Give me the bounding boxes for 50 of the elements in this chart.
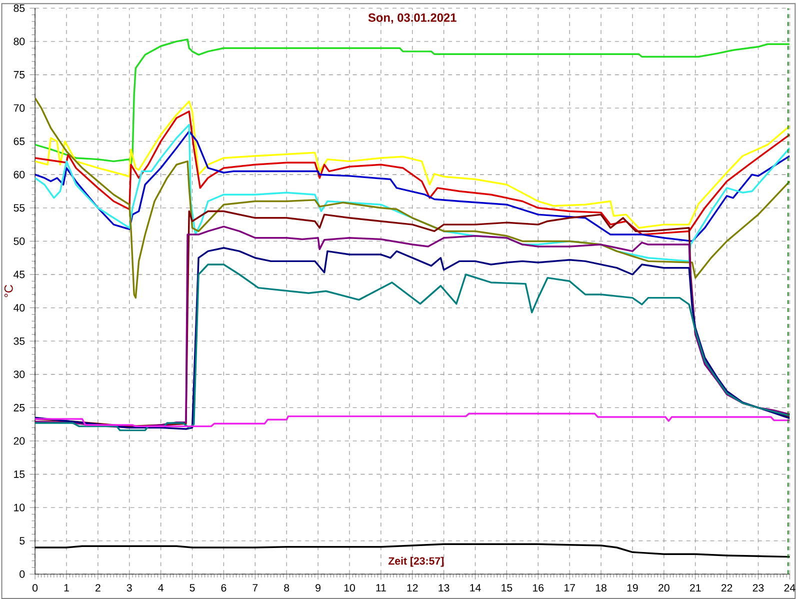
y-tick-label: 10	[14, 504, 25, 512]
y-tick-label: 35	[14, 337, 25, 345]
line-series	[35, 130, 790, 242]
y-tick-label: 75	[14, 71, 25, 78]
x-tick-label: 6	[221, 584, 226, 592]
y-tick-label: 80	[14, 38, 25, 46]
y-tick-label: 25	[14, 404, 25, 412]
y-tick-label: 40	[14, 304, 25, 312]
x-tick-label: 19	[627, 584, 638, 592]
y-tick-label: 85	[14, 4, 25, 12]
y-tick-label: 55	[14, 204, 25, 212]
y-tick-label: 45	[14, 270, 25, 278]
y-tick-label: 5	[20, 537, 25, 545]
y-tick-label: 0	[20, 570, 25, 578]
x-axis-title: Zeit [23:57]	[388, 556, 444, 567]
x-tick-label: 0	[32, 584, 38, 592]
chart-title: Son, 03.01.2021	[368, 13, 456, 24]
x-tick-label: 24	[784, 584, 796, 592]
x-tick-label: 18	[596, 584, 606, 592]
x-tick-label: 7	[252, 584, 258, 592]
line-series	[35, 38, 790, 166]
y-tick-label: 15	[14, 470, 25, 478]
x-tick-label: 2	[96, 584, 100, 592]
y-tick-label: 65	[14, 138, 25, 146]
x-tick-label: 5	[190, 584, 195, 592]
y-tick-label: 70	[14, 104, 25, 112]
y-tick-label: 60	[14, 170, 25, 178]
y-axis-title: °C	[4, 284, 13, 298]
x-tick-label: 9	[316, 584, 320, 592]
x-tick-label: 3	[126, 584, 132, 592]
x-tick-label: 16	[533, 584, 544, 592]
x-tick-label: 21	[690, 584, 701, 592]
x-tick-label: 10	[344, 584, 355, 592]
x-tick-label: 13	[438, 584, 450, 592]
x-tick-label: 23	[752, 584, 764, 592]
x-tick-label: 22	[721, 584, 732, 592]
x-tick-label: 15	[502, 584, 512, 592]
x-tick-label: 12	[407, 584, 418, 592]
line-series	[35, 412, 790, 428]
line-series	[35, 97, 790, 299]
x-tick-label: 17	[564, 584, 575, 592]
x-tick-label: 4	[158, 584, 164, 592]
y-tick-label: 50	[14, 237, 25, 245]
y-tick-label: 20	[14, 437, 25, 445]
y-tick-label: 30	[14, 370, 25, 378]
x-tick-label: 1	[64, 584, 69, 592]
x-tick-label: 20	[658, 584, 670, 592]
x-tick-label: 14	[470, 584, 481, 592]
x-tick-label: 8	[284, 584, 290, 592]
x-tick-label: 11	[376, 584, 386, 592]
